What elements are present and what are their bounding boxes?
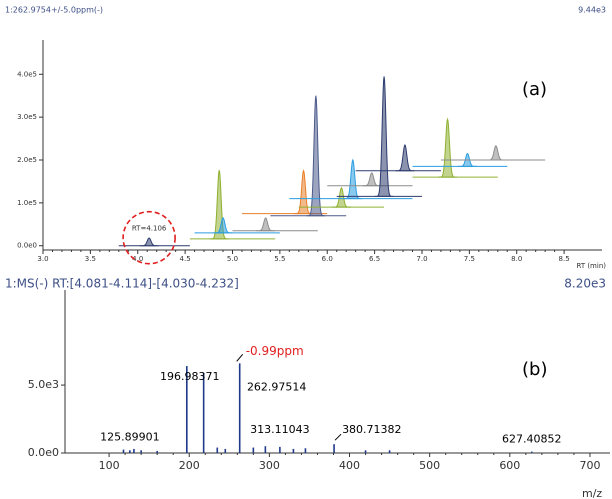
- peak: [362, 172, 382, 187]
- peak: [374, 76, 394, 197]
- y-tick-label: 1.0e5: [17, 199, 37, 207]
- peak: [486, 145, 506, 161]
- x-tick-label: 8.5: [559, 255, 570, 263]
- y-tick-label: 5.0e3: [28, 378, 59, 391]
- x-tick-label: 400: [339, 459, 360, 472]
- x-tick-label: 3.0: [37, 255, 48, 263]
- x-tick-label: 7.5: [464, 255, 475, 263]
- x-tick-label: 200: [179, 459, 200, 472]
- leader: [236, 354, 244, 362]
- y-tick-label: 0.0e0: [17, 242, 37, 250]
- x-tick-label: 100: [99, 459, 120, 472]
- header-right: 9.44e3: [578, 6, 606, 15]
- x-tick-label: 5.5: [274, 255, 285, 263]
- annotation: -0.99ppm: [246, 344, 304, 358]
- x-tick-label: 4.0: [132, 255, 143, 263]
- peak: [306, 95, 326, 217]
- annotation: RT=4.106: [132, 225, 167, 233]
- peak: [256, 217, 276, 232]
- x-tick-label: 4.5: [180, 255, 191, 263]
- y-tick-label: 0.0e0: [28, 446, 59, 459]
- x-tick-label: 700: [579, 459, 600, 472]
- header-left: 1:MS(-) RT:[4.081-4.114]-[4.030-4.232]: [5, 277, 239, 291]
- x-axis-label: RT (min): [576, 262, 606, 270]
- x-tick-label: 500: [419, 459, 440, 472]
- x-tick-label: 6.0: [322, 255, 333, 263]
- peak-label: 125.89901: [100, 430, 160, 443]
- x-tick-label: 600: [499, 459, 520, 472]
- peak: [213, 217, 233, 234]
- header-right: 8.20e3: [564, 277, 606, 291]
- y-tick-label: 3.0e5: [17, 113, 37, 121]
- peak-label: 627.40852: [502, 433, 562, 446]
- x-tick-label: 3.5: [85, 255, 96, 263]
- panel-label: (b): [522, 359, 547, 380]
- header-left: 1:262.9754+/-5.0ppm(-): [5, 6, 103, 15]
- peak: [331, 187, 351, 208]
- x-tick-label: 5.0: [227, 255, 238, 263]
- peak: [343, 158, 363, 200]
- x-tick-label: 8.0: [511, 255, 522, 263]
- x-tick-label: 6.5: [369, 255, 380, 263]
- y-tick-label: 4.0e5: [17, 70, 37, 78]
- y-tick-label: 2.0e5: [17, 156, 37, 164]
- peak-label: 196.98371: [160, 370, 220, 383]
- peak: [395, 144, 415, 172]
- peak: [209, 170, 229, 240]
- panel-label: (a): [522, 79, 547, 100]
- peak: [139, 237, 159, 247]
- highlight-circle: [122, 210, 176, 265]
- x-axis-label: m/z: [582, 487, 602, 499]
- peak: [438, 117, 458, 178]
- leader: [334, 433, 342, 441]
- x-tick-label: 7.0: [416, 255, 427, 263]
- peak-label: 380.71382: [342, 423, 402, 436]
- peak-label: 313.11043: [250, 423, 310, 436]
- peak-label: 262.97514: [247, 380, 307, 393]
- x-tick-label: 300: [259, 459, 280, 472]
